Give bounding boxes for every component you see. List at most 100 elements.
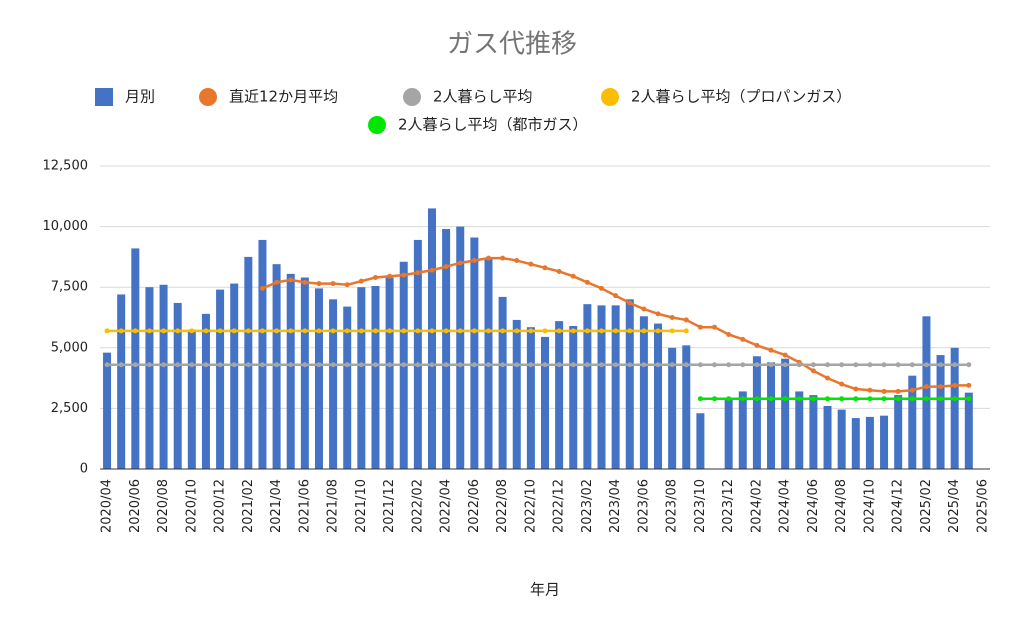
point [655,328,661,334]
y-tick-label: 2,500 [51,401,88,416]
point [471,362,477,368]
bar [569,325,578,469]
point [500,255,506,261]
bar [343,306,352,469]
point [372,275,378,281]
point [570,273,576,279]
x-tick-label: 2020/10 [184,479,199,533]
point [867,396,873,402]
point [669,362,675,368]
point [471,258,477,264]
point [796,362,802,368]
point [697,362,703,368]
legend-label: 2人暮らし平均（都市ガス） [398,116,588,134]
point [895,388,901,394]
point [683,328,689,334]
point [429,267,435,273]
bar [724,399,733,469]
bar [823,405,832,469]
legend-swatch [95,88,113,106]
point [358,362,364,368]
point [839,381,845,387]
chart-title: ガス代推移 [447,30,577,60]
point [712,396,718,402]
point [952,396,958,402]
point [514,258,520,264]
bar [908,375,917,469]
legend-label: 直近12か月平均 [229,88,338,106]
point [584,328,590,334]
point [457,362,463,368]
point [810,368,816,374]
x-tick-label: 2020/04 [100,479,115,533]
point [754,396,760,402]
bar [752,356,761,469]
point [542,362,548,368]
point [966,396,972,402]
point [966,362,972,368]
point [613,293,619,299]
point [909,362,915,368]
point [302,328,308,334]
point [203,328,209,334]
bar [880,415,889,469]
bar [512,319,521,469]
point [754,342,760,348]
point [584,279,590,285]
bar [357,287,366,469]
bar [597,305,606,469]
point [274,362,280,368]
point [457,260,463,266]
point [259,362,265,368]
x-tick-label: 2025/06 [975,479,990,533]
point [938,362,944,368]
point [161,362,167,368]
point [952,362,958,368]
bar [541,336,549,469]
point [726,396,732,402]
point [288,362,294,368]
point [358,278,364,284]
point [556,268,562,274]
x-tick-label: 2023/06 [636,479,651,533]
point [556,328,562,334]
point [683,362,689,368]
point [443,328,449,334]
bar [950,347,959,469]
x-tick-label: 2022/06 [467,479,482,533]
bar [216,289,225,469]
point [415,328,421,334]
bar [103,352,112,469]
point [514,362,520,368]
point [330,362,336,368]
point [768,396,774,402]
point [485,328,491,334]
bar [286,273,295,469]
point [302,362,308,368]
point [401,362,407,368]
point [909,396,915,402]
x-axis-label: 年月 [530,581,560,599]
point [542,328,548,334]
x-tick-label: 2023/02 [580,479,595,533]
point [683,317,689,323]
point [387,273,393,279]
bar [300,277,309,469]
point [316,328,322,334]
point [542,265,548,271]
point [401,272,407,278]
point [104,328,110,334]
x-tick-label: 2023/04 [608,479,623,533]
y-tick-label: 7,500 [51,280,88,295]
point [768,362,774,368]
point [782,352,788,358]
x-tick-label: 2024/08 [834,479,849,533]
point [132,362,138,368]
point [288,328,294,334]
x-tick-label: 2022/12 [552,479,567,533]
x-tick-label: 2022/08 [495,479,510,533]
bar [413,239,422,469]
point [839,396,845,402]
x-tick-label: 2022/10 [523,479,538,533]
point [316,362,322,368]
